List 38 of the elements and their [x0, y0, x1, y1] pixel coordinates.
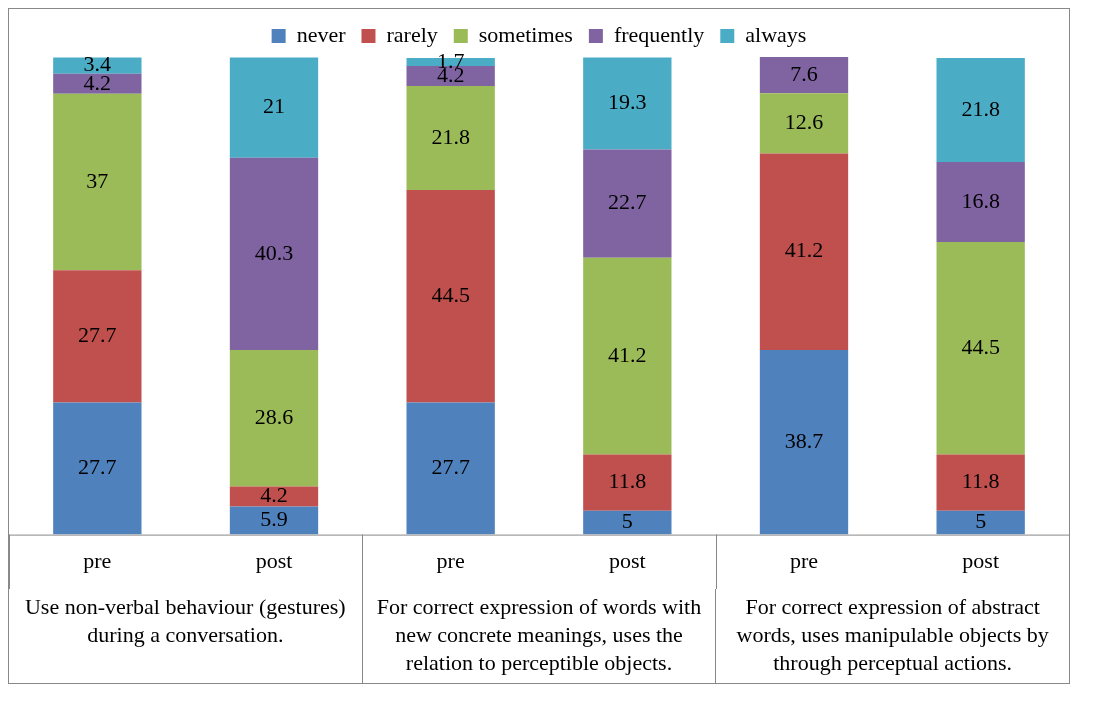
- data-label: 5: [975, 508, 987, 534]
- data-label: 44.5: [431, 282, 470, 308]
- data-label: 41.2: [608, 341, 647, 367]
- legend-label: always: [745, 21, 807, 47]
- legend-label: rarely: [386, 21, 438, 47]
- data-label: 37: [86, 167, 109, 193]
- data-label: 21: [263, 93, 285, 119]
- data-label: 16.8: [961, 187, 1000, 213]
- x-tick-label: post: [608, 547, 646, 573]
- data-label: 40.3: [254, 239, 294, 265]
- legend-label: sometimes: [478, 21, 573, 47]
- data-label: 21.8: [961, 95, 1000, 121]
- x-tick-label: post: [255, 547, 293, 573]
- data-label: 22.7: [608, 189, 647, 215]
- data-label: 11.8: [608, 468, 647, 494]
- data-label: 4.2: [260, 482, 288, 508]
- legend-label: never: [296, 21, 347, 47]
- data-label: 27.7: [431, 454, 470, 480]
- data-label: 27.7: [78, 454, 117, 480]
- data-label: 21.8: [431, 123, 470, 149]
- data-label: 38.7: [784, 428, 824, 454]
- data-label: 7.6: [790, 60, 818, 86]
- data-label: 5.9: [260, 506, 288, 532]
- data-label: 27.7: [78, 322, 117, 348]
- x-tick-label: post: [962, 547, 1000, 573]
- data-label: 5: [621, 508, 633, 534]
- x-tick-label: pre: [83, 547, 112, 573]
- data-label: 28.6: [254, 403, 294, 429]
- x-tick-label: pre: [436, 547, 465, 573]
- x-tick-label: pre: [789, 547, 819, 573]
- data-label: 3.4: [83, 51, 112, 77]
- legend-label: frequently: [613, 21, 705, 47]
- data-label: 19.3: [608, 89, 647, 115]
- data-label: 44.5: [961, 334, 1000, 360]
- data-label: 41.2: [784, 237, 824, 263]
- data-label: 12.6: [784, 109, 824, 135]
- text: Use non-verbal behaviour (gestures) during a conversation.: [23, 593, 347, 649]
- data-label: 11.8: [961, 468, 1000, 494]
